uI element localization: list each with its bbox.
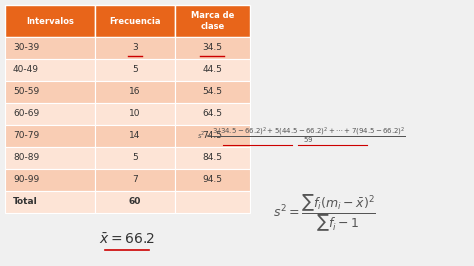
Text: 34.5: 34.5 <box>202 44 222 52</box>
Text: Intervalos: Intervalos <box>26 16 74 26</box>
Text: 16: 16 <box>129 88 141 97</box>
Bar <box>175 37 250 59</box>
Bar <box>175 59 250 81</box>
Text: 54.5: 54.5 <box>202 88 222 97</box>
Text: 14: 14 <box>129 131 141 140</box>
Bar <box>95 191 175 213</box>
Bar <box>95 37 175 59</box>
Bar <box>175 81 250 103</box>
Bar <box>175 125 250 147</box>
Text: 60: 60 <box>129 197 141 206</box>
Bar <box>5 147 95 169</box>
Text: 30-39: 30-39 <box>13 44 39 52</box>
Text: $s^2 = \dfrac{3(34.5-66.2)^2 + 5(44.5-66.2)^2 + \cdots + 7(94.5-66.2)^2}{59}$: $s^2 = \dfrac{3(34.5-66.2)^2 + 5(44.5-66… <box>197 126 405 146</box>
Bar <box>5 191 95 213</box>
Bar <box>5 59 95 81</box>
Text: 90-99: 90-99 <box>13 176 39 185</box>
Bar <box>95 125 175 147</box>
Text: Frecuencia: Frecuencia <box>109 16 161 26</box>
Text: 50-59: 50-59 <box>13 88 39 97</box>
Text: 64.5: 64.5 <box>202 110 222 118</box>
Text: 94.5: 94.5 <box>202 176 222 185</box>
Bar <box>95 147 175 169</box>
Text: 80-89: 80-89 <box>13 153 39 163</box>
Text: 74.5: 74.5 <box>202 131 222 140</box>
Bar <box>5 169 95 191</box>
Text: 40-49: 40-49 <box>13 65 39 74</box>
Text: Marca de
clase: Marca de clase <box>191 11 234 31</box>
Bar <box>5 5 95 37</box>
Text: 7: 7 <box>132 176 138 185</box>
Text: $\bar{x} = 66.2$: $\bar{x} = 66.2$ <box>100 232 155 247</box>
Bar <box>95 5 175 37</box>
Bar <box>175 147 250 169</box>
Text: 5: 5 <box>132 65 138 74</box>
Bar <box>5 37 95 59</box>
Text: Total: Total <box>13 197 38 206</box>
Text: 84.5: 84.5 <box>202 153 222 163</box>
Text: 44.5: 44.5 <box>202 65 222 74</box>
Bar <box>95 103 175 125</box>
Text: $s^2 = \dfrac{\sum f_i(m_i - \bar{x})^2}{\sum f_i - 1}$: $s^2 = \dfrac{\sum f_i(m_i - \bar{x})^2}… <box>273 192 375 234</box>
Bar <box>175 191 250 213</box>
Bar <box>175 103 250 125</box>
Text: 10: 10 <box>129 110 141 118</box>
Text: 60-69: 60-69 <box>13 110 39 118</box>
Bar <box>5 125 95 147</box>
Bar <box>95 81 175 103</box>
Bar <box>95 59 175 81</box>
Bar <box>5 103 95 125</box>
Text: 5: 5 <box>132 153 138 163</box>
Bar <box>95 169 175 191</box>
Bar <box>175 5 250 37</box>
Text: 70-79: 70-79 <box>13 131 39 140</box>
Text: 3: 3 <box>132 44 138 52</box>
Bar <box>5 81 95 103</box>
Bar <box>175 169 250 191</box>
